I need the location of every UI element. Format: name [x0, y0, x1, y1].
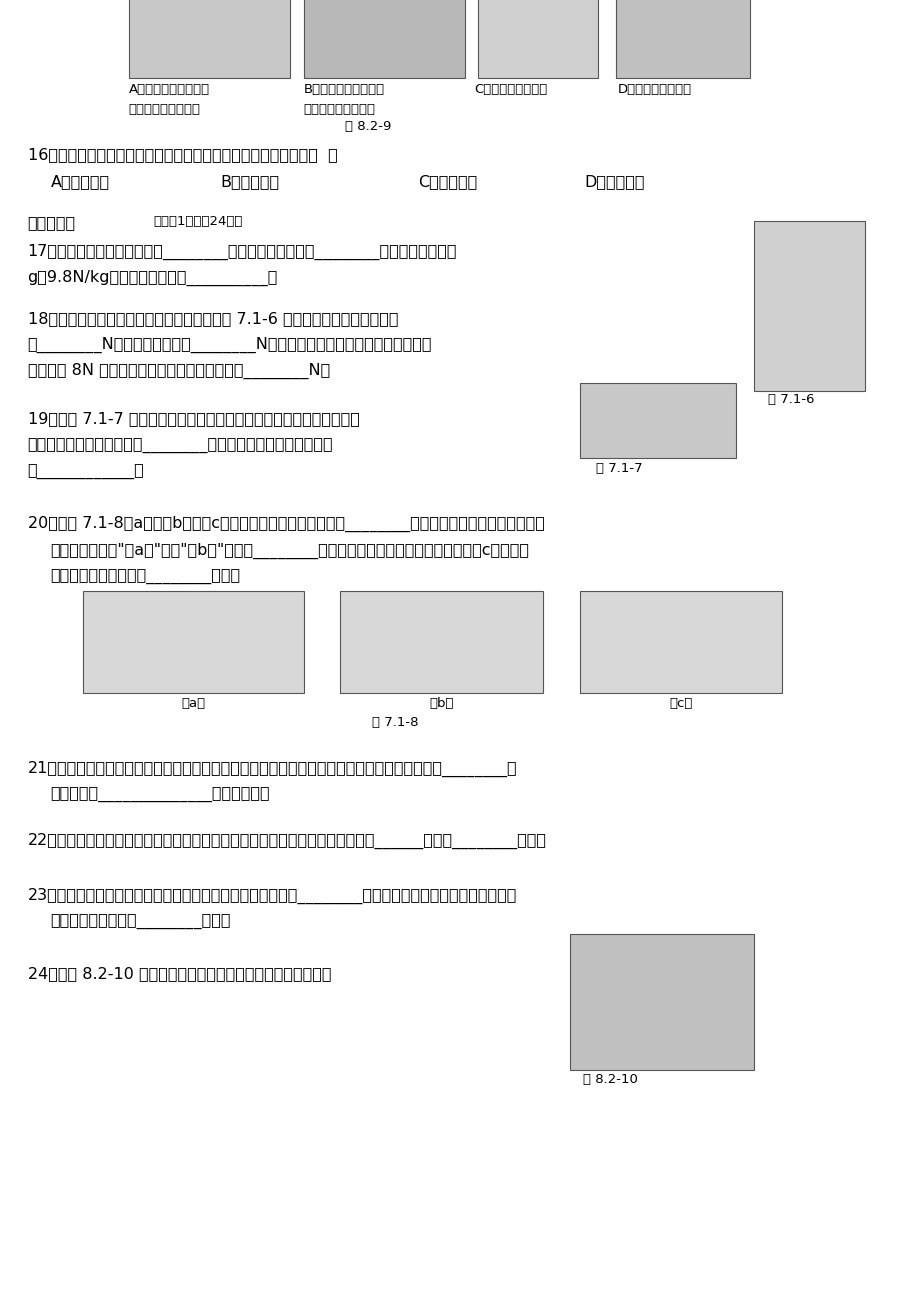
- Text: C．在轴承中加滚珠: C．在轴承中加滚珠: [474, 83, 548, 96]
- Text: 21、狂风把小树吹弯了腰，把落叶吹得漫天飞舞。从力的作用效果分析，风力不仅使小树发生了________，: 21、狂风把小树吹弯了腰，把落叶吹得漫天飞舞。从力的作用效果分析，风力不仅使小树…: [28, 760, 516, 776]
- Text: 图 7.1-8: 图 7.1-8: [372, 716, 418, 729]
- Text: A．磁悬浮列车被轨道: A．磁悬浮列车被轨道: [129, 83, 210, 96]
- Text: A．便于运送: A．便于运送: [51, 174, 109, 190]
- Text: 二、填空题: 二、填空题: [28, 215, 75, 230]
- Text: 力的作用效果还与力的________有关。: 力的作用效果还与力的________有关。: [51, 569, 241, 585]
- Text: g＝9.8N/kg，它的物理意义是__________。: g＝9.8N/kg，它的物理意义是__________。: [28, 270, 278, 285]
- Bar: [579, 383, 735, 458]
- Text: 为________N，物体所受重力为________N。若将弹簧测力计的一端固定在墙上，: 为________N，物体所受重力为________N。若将弹簧测力计的一端固定…: [28, 337, 432, 353]
- Text: 22、一种物体受到平衡力作用，物体会处在处在平衡状态。平衡状态指物体处在______状态或________状态。: 22、一种物体受到平衡力作用，物体会处在处在平衡状态。平衡状态指物体处在____…: [28, 833, 546, 849]
- Text: （b）: （b）: [429, 697, 453, 710]
- Text: B．气垫船的船底与水: B．气垫船的船底与水: [303, 83, 384, 96]
- Text: 是____________．: 是____________．: [28, 464, 144, 479]
- Bar: [83, 591, 303, 693]
- Text: 图 8.2-10: 图 8.2-10: [583, 1073, 638, 1086]
- Text: 一种方向竖直向下的________作用。: 一种方向竖直向下的________作用。: [51, 914, 231, 930]
- Text: 图 8.2-9: 图 8.2-9: [345, 120, 391, 133]
- Text: C．节省材料: C．节省材料: [418, 174, 477, 190]
- Text: 20、如图 7.1-8（a）、（b）、（c）所示的三个情景中，其中图________重要表达力能使物体的运动状态: 20、如图 7.1-8（a）、（b）、（c）所示的三个情景中，其中图______…: [28, 516, 544, 531]
- Bar: [478, 0, 597, 78]
- Text: 23、射出去的子弹离开枪口继续向前运动，这是由于子弹具有________；子弹最终落到地上，这是由于受到: 23、射出去的子弹离开枪口继续向前运动，这是由于子弹具有________；子弹最…: [28, 888, 516, 904]
- Bar: [340, 591, 542, 693]
- Text: 图 7.1-7: 图 7.1-7: [596, 462, 642, 475]
- Bar: [579, 591, 781, 693]
- Text: 上的强磁场微微托起: 上的强磁场微微托起: [129, 103, 200, 116]
- Text: 16、许多瓶盖的侧面均有密集的竖直的条纹，这样做的目的是：（  ）: 16、许多瓶盖的侧面均有密集的竖直的条纹，这样做的目的是：（ ）: [28, 147, 337, 163]
- Bar: [616, 0, 749, 78]
- Text: 图 7.1-6: 图 7.1-6: [767, 393, 814, 406]
- Text: 另一端用 8N 的力拉它，则弹簧测力计的示数为________N。: 另一端用 8N 的力拉它，则弹簧测力计的示数为________N。: [28, 363, 330, 379]
- Text: （a）: （a）: [181, 697, 205, 710]
- Text: 17、国际单位制中力的单位是________；力的三要素：力的________、方向和作用点。: 17、国际单位制中力的单位是________；力的三要素：力的________、…: [28, 243, 457, 259]
- Text: D．轮胎上制有花纹: D．轮胎上制有花纹: [618, 83, 692, 96]
- Bar: [570, 934, 754, 1070]
- Text: 向前运动的力的施力物体是________，此现象阐明物体间力的作用: 向前运动的力的施力物体是________，此现象阐明物体间力的作用: [28, 437, 333, 453]
- Text: （每空1分，共24分）: （每空1分，共24分）: [153, 215, 243, 228]
- Bar: [129, 0, 289, 78]
- Text: 还使落叶的______________发生了变化。: 还使落叶的______________发生了变化。: [51, 786, 270, 802]
- Text: 发生变化（选填"（a）"、或"（b）"）；图________重要表达力能使物体发生形变；而图（c）则表达: 发生变化（选填"（a）"、或"（b）"）；图________重要表达力能使物体发…: [51, 543, 529, 559]
- Text: D．增大摩擦: D．增大摩擦: [584, 174, 644, 190]
- Text: 面之间有一层空气垫: 面之间有一层空气垫: [303, 103, 375, 116]
- Text: B．结实耐用: B．结实耐用: [221, 174, 279, 190]
- Text: 24、如图 8.2-10 所示，跳伞运动员和伞在空中匀速直线下降，: 24、如图 8.2-10 所示，跳伞运动员和伞在空中匀速直线下降，: [28, 966, 331, 982]
- Text: 18、弹簧测力计是测量力的大小的仪器，如图 7.1-6 所示，弹簧测力计的分度值: 18、弹簧测力计是测量力的大小的仪器，如图 7.1-6 所示，弹簧测力计的分度值: [28, 311, 398, 327]
- Text: （c）: （c）: [668, 697, 692, 710]
- Bar: [754, 221, 864, 391]
- Text: 19、如图 7.1-7 所示，游泳时手和脚向后划水，人会向前运动．推感人: 19、如图 7.1-7 所示，游泳时手和脚向后划水，人会向前运动．推感人: [28, 411, 359, 427]
- Bar: [303, 0, 464, 78]
